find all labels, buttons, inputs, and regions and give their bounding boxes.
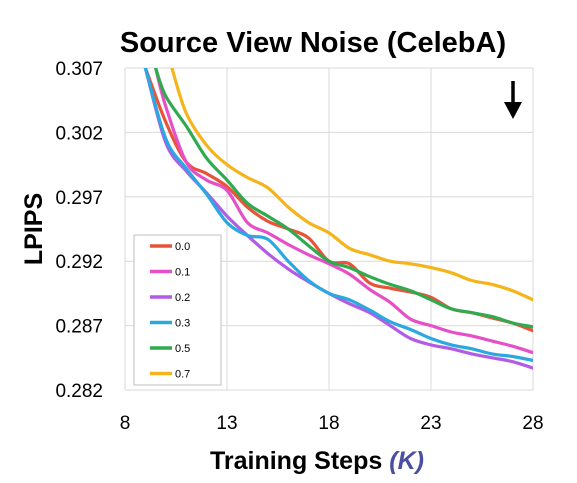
x-tick-label: 18 xyxy=(318,413,339,434)
series-line-0.5 xyxy=(154,68,533,329)
legend-label: 0.5 xyxy=(175,343,190,355)
y-tick-label: 0.302 xyxy=(55,123,103,144)
down-arrow-icon xyxy=(504,81,522,119)
series-line-0.3 xyxy=(143,68,533,362)
legend-label: 0.1 xyxy=(175,267,190,279)
legend-label: 0.2 xyxy=(175,292,190,304)
chart-title: Source View Noise (CelebA) xyxy=(120,27,506,59)
series-line-0.7 xyxy=(170,68,533,302)
legend-label: 0.0 xyxy=(175,241,190,253)
y-tick-label: 0.287 xyxy=(55,317,103,338)
x-tick-label: 23 xyxy=(420,413,441,434)
x-axis-unit: (K) xyxy=(389,447,424,475)
y-tick-label: 0.292 xyxy=(55,252,103,273)
legend-label: 0.3 xyxy=(175,318,190,330)
y-tick-label: 0.307 xyxy=(55,59,103,80)
legend: 0.0 0.1 0.2 0.3 0.5 0.7 xyxy=(133,234,222,386)
x-tick-label: 8 xyxy=(120,413,131,434)
y-tick-labels: 0.307 0.302 0.297 0.292 0.287 0.282 xyxy=(55,59,103,402)
y-tick-label: 0.297 xyxy=(55,188,103,209)
legend-box xyxy=(133,234,222,386)
x-tick-label: 13 xyxy=(216,413,237,434)
x-tick-label: 28 xyxy=(522,413,543,434)
x-tick-labels: 8 13 18 23 28 xyxy=(120,413,544,434)
y-tick-label: 0.282 xyxy=(55,381,103,402)
legend-label: 0.7 xyxy=(175,369,190,381)
series-layer xyxy=(143,68,533,370)
x-axis-label: Training Steps (K) xyxy=(210,447,424,475)
series-line-0.1 xyxy=(154,68,533,355)
y-axis-label: LPIPS xyxy=(20,193,48,265)
x-axis-label-text: Training Steps xyxy=(210,447,382,475)
